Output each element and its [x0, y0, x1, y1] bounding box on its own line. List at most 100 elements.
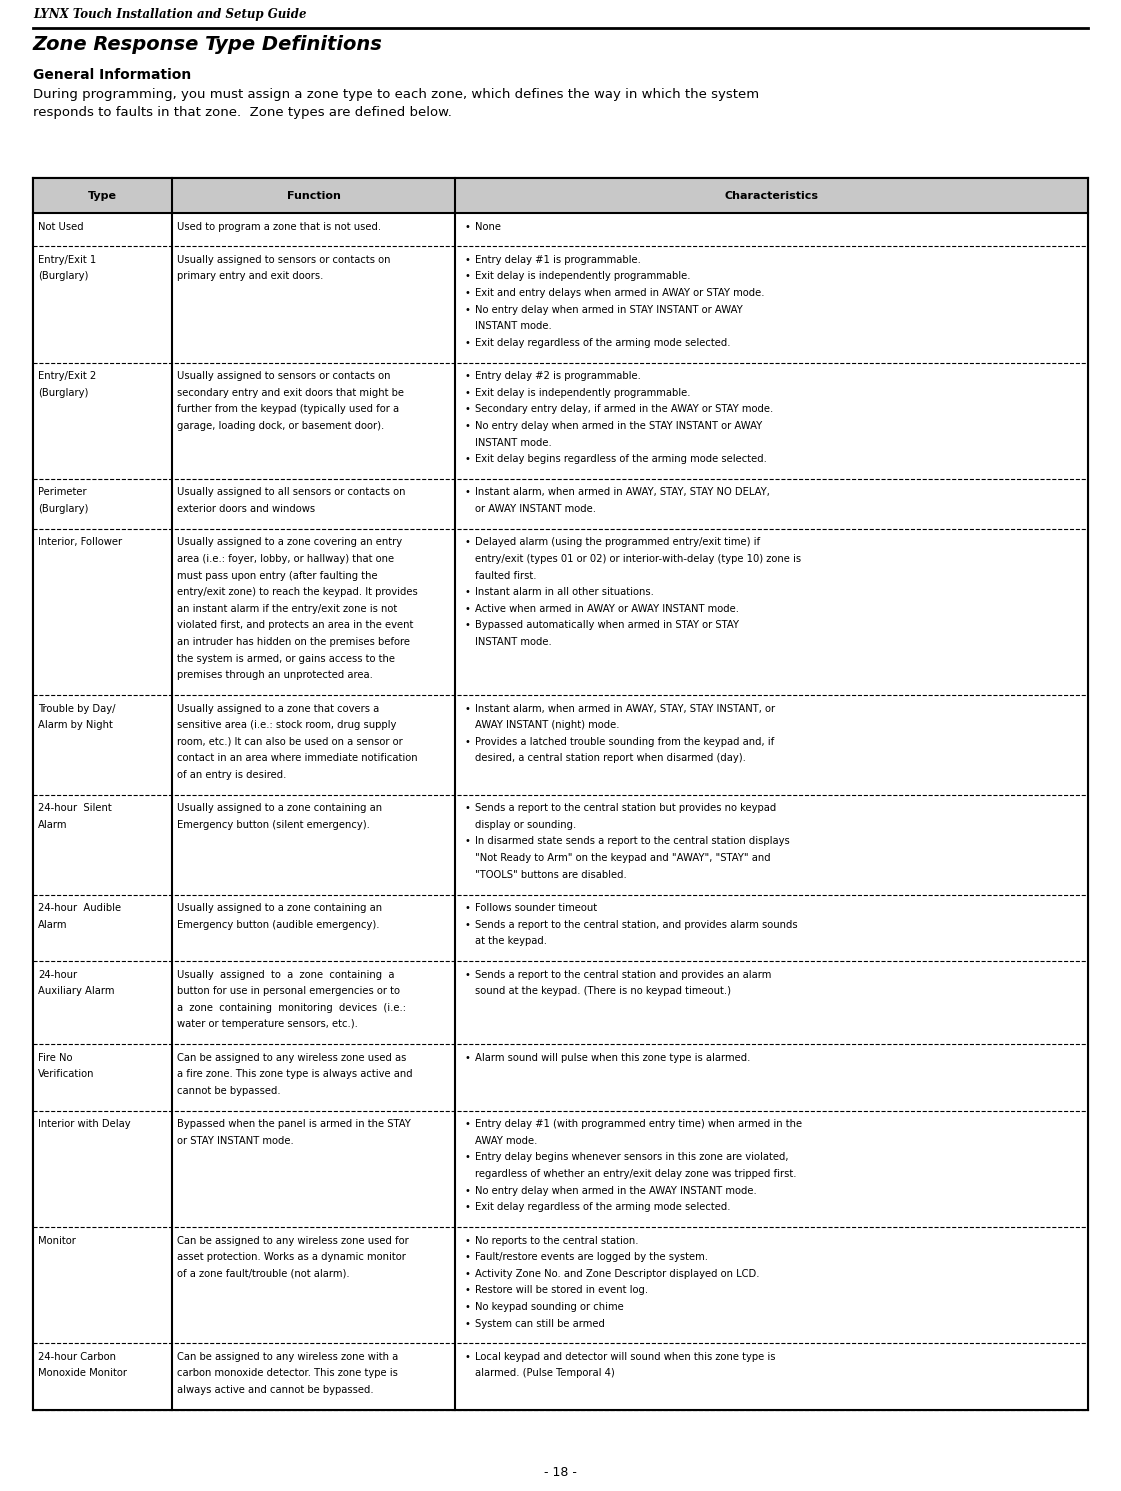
Text: display or sounding.: display or sounding.	[475, 820, 576, 830]
Text: Local keypad and detector will sound when this zone type is: Local keypad and detector will sound whe…	[475, 1352, 776, 1361]
Text: No entry delay when armed in the STAY INSTANT or AWAY: No entry delay when armed in the STAY IN…	[475, 420, 762, 431]
Text: faulted first.: faulted first.	[475, 571, 537, 580]
Text: Delayed alarm (using the programmed entry/exit time) if: Delayed alarm (using the programmed entr…	[475, 537, 760, 547]
Text: •: •	[465, 1302, 471, 1312]
Bar	[33, 962, 1088, 1044]
Bar	[33, 1343, 1088, 1410]
Text: In disarmed state sends a report to the central station displays: In disarmed state sends a report to the …	[475, 836, 790, 847]
Bar	[33, 695, 1088, 795]
Text: Function: Function	[287, 191, 341, 201]
Text: sensitive area (i.e.: stock room, drug supply: sensitive area (i.e.: stock room, drug s…	[177, 720, 397, 731]
Text: Entry delay begins whenever sensors in this zone are violated,: Entry delay begins whenever sensors in t…	[475, 1153, 788, 1163]
Text: further from the keypad (typically used for a: further from the keypad (typically used …	[177, 404, 399, 414]
Bar	[33, 1044, 1088, 1111]
Text: •: •	[465, 604, 471, 614]
Text: Exit delay begins regardless of the arming mode selected.: Exit delay begins regardless of the armi…	[475, 455, 767, 464]
Text: always active and cannot be bypassed.: always active and cannot be bypassed.	[177, 1385, 374, 1396]
Text: •: •	[465, 737, 471, 747]
Text: Entry/Exit 2: Entry/Exit 2	[38, 371, 96, 382]
Text: •: •	[465, 1318, 471, 1328]
Text: •: •	[465, 455, 471, 464]
Bar	[33, 213, 1088, 246]
Text: INSTANT mode.: INSTANT mode.	[475, 437, 552, 447]
Text: •: •	[465, 587, 471, 598]
Text: responds to faults in that zone.  Zone types are defined below.: responds to faults in that zone. Zone ty…	[33, 106, 452, 119]
Text: During programming, you must assign a zone type to each zone, which defines the : During programming, you must assign a zo…	[33, 88, 759, 101]
Text: garage, loading dock, or basement door).: garage, loading dock, or basement door).	[177, 420, 385, 431]
Text: an intruder has hidden on the premises before: an intruder has hidden on the premises b…	[177, 637, 410, 647]
Text: INSTANT mode.: INSTANT mode.	[475, 637, 552, 647]
Text: contact in an area where immediate notification: contact in an area where immediate notif…	[177, 753, 418, 763]
Text: •: •	[465, 222, 471, 231]
Text: or AWAY INSTANT mode.: or AWAY INSTANT mode.	[475, 504, 596, 514]
Text: Fire No: Fire No	[38, 1053, 73, 1063]
Text: •: •	[465, 904, 471, 912]
Text: Instant alarm, when armed in AWAY, STAY, STAY NO DELAY,: Instant alarm, when armed in AWAY, STAY,…	[475, 488, 770, 498]
Text: No reports to the central station.: No reports to the central station.	[475, 1236, 639, 1245]
Text: Can be assigned to any wireless zone used as: Can be assigned to any wireless zone use…	[177, 1053, 407, 1063]
Text: AWAY INSTANT (night) mode.: AWAY INSTANT (night) mode.	[475, 720, 620, 731]
Text: •: •	[465, 1285, 471, 1296]
Text: a  zone  containing  monitoring  devices  (i.e.:: a zone containing monitoring devices (i.…	[177, 1003, 406, 1012]
Text: Entry delay #2 is programmable.: Entry delay #2 is programmable.	[475, 371, 641, 382]
Text: premises through an unprotected area.: premises through an unprotected area.	[177, 671, 373, 680]
Text: •: •	[465, 1053, 471, 1063]
Text: No entry delay when armed in the AWAY INSTANT mode.: No entry delay when armed in the AWAY IN…	[475, 1185, 757, 1196]
Text: (Burglary): (Burglary)	[38, 388, 89, 398]
Text: •: •	[465, 1236, 471, 1245]
Text: 24-hour: 24-hour	[38, 969, 77, 980]
Text: Interior with Delay: Interior with Delay	[38, 1120, 131, 1129]
Text: System can still be armed: System can still be armed	[475, 1318, 605, 1328]
Text: violated first, and protects an area in the event: violated first, and protects an area in …	[177, 620, 414, 631]
Text: Entry/Exit 1: Entry/Exit 1	[38, 255, 96, 265]
Text: •: •	[465, 488, 471, 498]
Text: must pass upon entry (after faulting the: must pass upon entry (after faulting the	[177, 571, 378, 580]
Text: an instant alarm if the entry/exit zone is not: an instant alarm if the entry/exit zone …	[177, 604, 398, 614]
Text: Instant alarm, when armed in AWAY, STAY, STAY INSTANT, or: Instant alarm, when armed in AWAY, STAY,…	[475, 704, 775, 714]
Text: Characteristics: Characteristics	[724, 191, 818, 201]
Text: Bypassed when the panel is armed in the STAY: Bypassed when the panel is armed in the …	[177, 1120, 411, 1129]
Text: regardless of whether an entry/exit delay zone was tripped first.: regardless of whether an entry/exit dela…	[475, 1169, 797, 1179]
Text: Fault/restore events are logged by the system.: Fault/restore events are logged by the s…	[475, 1252, 708, 1261]
Text: •: •	[465, 1352, 471, 1361]
Text: Alarm: Alarm	[38, 920, 67, 929]
Text: entry/exit (types 01 or 02) or interior-with-delay (type 10) zone is: entry/exit (types 01 or 02) or interior-…	[475, 555, 802, 564]
Text: 24-hour  Audible: 24-hour Audible	[38, 904, 121, 912]
Text: •: •	[465, 1153, 471, 1163]
Text: Can be assigned to any wireless zone used for: Can be assigned to any wireless zone use…	[177, 1236, 409, 1245]
Text: of a zone fault/trouble (not alarm).: of a zone fault/trouble (not alarm).	[177, 1269, 350, 1279]
Text: carbon monoxide detector. This zone type is: carbon monoxide detector. This zone type…	[177, 1369, 398, 1379]
Text: Usually assigned to a zone containing an: Usually assigned to a zone containing an	[177, 904, 382, 912]
Text: •: •	[465, 704, 471, 714]
Text: •: •	[465, 271, 471, 282]
Text: Sends a report to the central station, and provides alarm sounds: Sends a report to the central station, a…	[475, 920, 798, 929]
Text: Usually assigned to a zone containing an: Usually assigned to a zone containing an	[177, 804, 382, 813]
Text: Emergency button (audible emergency).: Emergency button (audible emergency).	[177, 920, 380, 929]
Text: •: •	[465, 304, 471, 315]
Text: Trouble by Day/: Trouble by Day/	[38, 704, 115, 714]
Text: 24-hour Carbon: 24-hour Carbon	[38, 1352, 115, 1361]
Text: No keypad sounding or chime: No keypad sounding or chime	[475, 1302, 623, 1312]
Text: No entry delay when armed in STAY INSTANT or AWAY: No entry delay when armed in STAY INSTAN…	[475, 304, 743, 315]
Text: LYNX Touch Installation and Setup Guide: LYNX Touch Installation and Setup Guide	[33, 7, 306, 21]
Text: Interior, Follower: Interior, Follower	[38, 537, 122, 547]
Text: Entry delay #1 is programmable.: Entry delay #1 is programmable.	[475, 255, 641, 265]
Text: Alarm: Alarm	[38, 820, 67, 830]
Text: •: •	[465, 1269, 471, 1279]
Text: of an entry is desired.: of an entry is desired.	[177, 769, 287, 780]
Text: Type: Type	[89, 191, 117, 201]
Text: a fire zone. This zone type is always active and: a fire zone. This zone type is always ac…	[177, 1069, 413, 1079]
Text: Follows sounder timeout: Follows sounder timeout	[475, 904, 597, 912]
Text: Restore will be stored in event log.: Restore will be stored in event log.	[475, 1285, 648, 1296]
Text: Usually assigned to a zone that covers a: Usually assigned to a zone that covers a	[177, 704, 380, 714]
Text: •: •	[465, 420, 471, 431]
Text: •: •	[465, 804, 471, 813]
Text: None: None	[475, 222, 501, 231]
Text: primary entry and exit doors.: primary entry and exit doors.	[177, 271, 324, 282]
Text: alarmed. (Pulse Temporal 4): alarmed. (Pulse Temporal 4)	[475, 1369, 614, 1379]
Bar	[33, 895, 1088, 962]
Text: Provides a latched trouble sounding from the keypad and, if: Provides a latched trouble sounding from…	[475, 737, 775, 747]
Text: Secondary entry delay, if armed in the AWAY or STAY mode.: Secondary entry delay, if armed in the A…	[475, 404, 773, 414]
Text: Sends a report to the central station but provides no keypad: Sends a report to the central station bu…	[475, 804, 776, 813]
Bar	[33, 1227, 1088, 1343]
